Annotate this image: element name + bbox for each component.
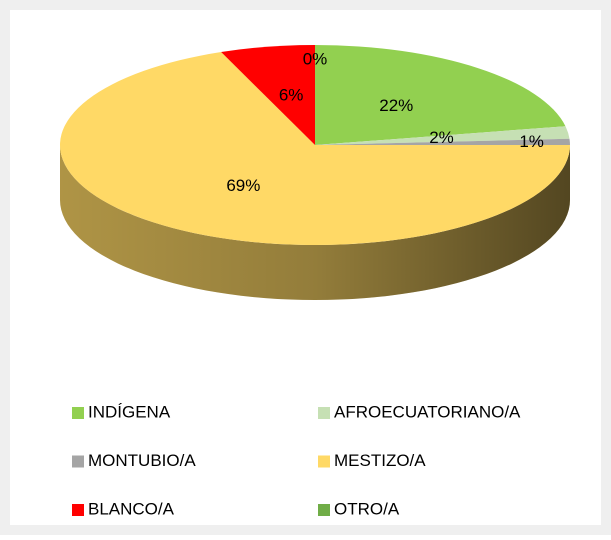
slice (221, 45, 315, 145)
data-label: 1% (519, 132, 544, 151)
data-label: 22% (379, 96, 413, 115)
data-label: 2% (429, 128, 454, 147)
legend-label: BLANCO/A (88, 499, 175, 518)
legend-label: MESTIZO/A (334, 451, 426, 470)
data-label: 0% (303, 49, 328, 68)
legend-swatch (72, 407, 84, 419)
legend-swatch (318, 455, 330, 468)
slice (315, 126, 570, 145)
slice (60, 52, 570, 245)
legend-swatch (318, 407, 330, 419)
legend-label: INDÍGENA (88, 402, 171, 421)
legend-swatch (72, 455, 84, 468)
data-label: 69% (226, 176, 260, 195)
data-label: 6% (279, 85, 304, 104)
legend-label: AFROECUATORIANO/A (334, 402, 521, 421)
slice-side-shade (60, 145, 570, 300)
legend-swatch (72, 504, 84, 516)
legend-label: MONTUBIO/A (88, 451, 196, 470)
slice (315, 45, 566, 145)
legend-label: OTRO/A (334, 499, 400, 518)
legend-swatch (318, 504, 330, 516)
slice (315, 138, 570, 145)
